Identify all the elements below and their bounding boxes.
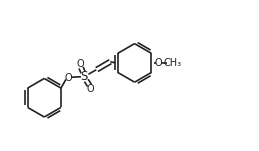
Text: S: S — [81, 70, 88, 83]
Text: O: O — [64, 73, 72, 83]
Text: CH₃: CH₃ — [163, 58, 182, 68]
Text: O: O — [155, 58, 163, 68]
Text: O: O — [76, 59, 84, 69]
Text: O: O — [87, 84, 95, 94]
